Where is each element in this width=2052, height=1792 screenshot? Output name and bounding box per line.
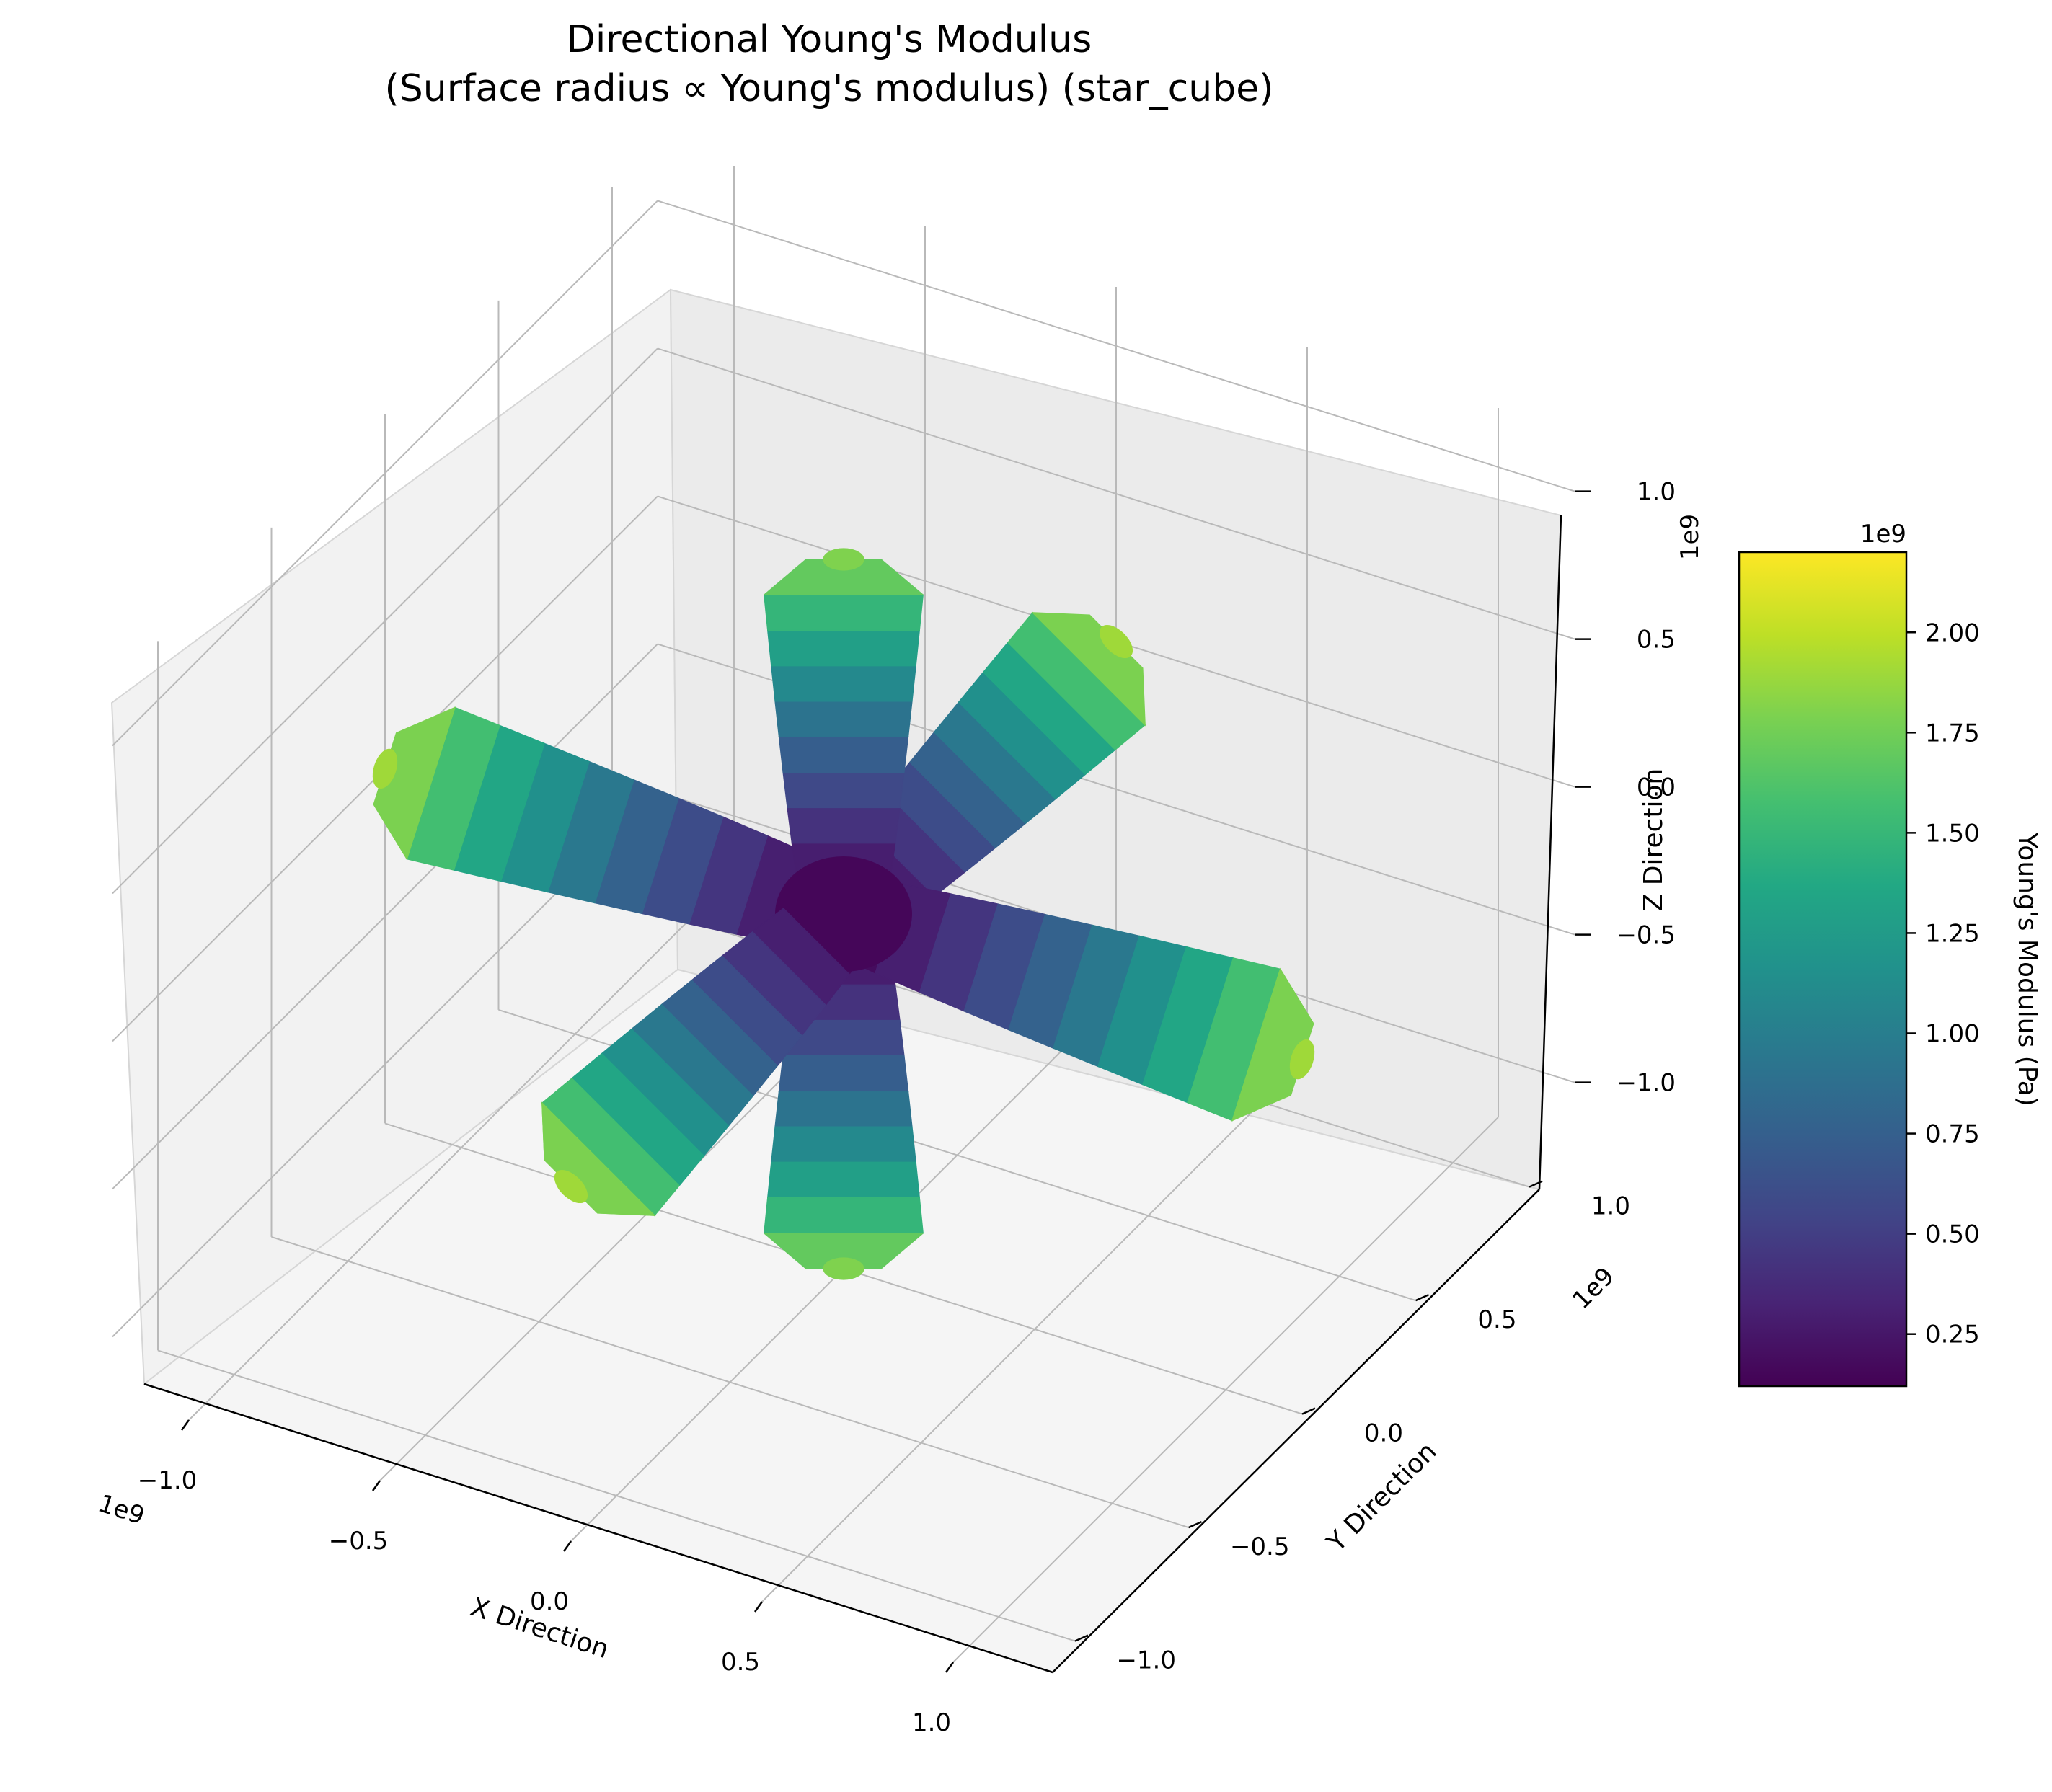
z-tick-label: −1.0: [1616, 1069, 1676, 1098]
lobe-posneg-z-facet: [762, 559, 925, 595]
x-offset-label: 1e9: [95, 1489, 148, 1531]
lobe-neg-z-facet: [766, 1161, 921, 1199]
colorbar-tick-label: 1.25: [1925, 919, 1980, 948]
lobe-posneg-y-tip: [1099, 624, 1133, 659]
lobe-posneg-y-facet: [1031, 612, 1146, 727]
z-tick-label: 0.5: [1637, 626, 1676, 655]
floor-grid-x: [952, 1117, 1499, 1663]
left-grid-z: [112, 200, 658, 747]
lobe-posneg-z-facet: [766, 629, 921, 667]
y-tick-label: 0.0: [1364, 1419, 1403, 1448]
z-tick-label: −0.5: [1616, 921, 1676, 950]
back-grid-z: [657, 200, 1575, 492]
lobe-neg-y-facet: [541, 1101, 656, 1216]
lobe-posneg-z-facet: [764, 594, 924, 631]
colorbar: 1e9 0.25 0.50 0.75 1.00 1.25 1.50 1.75 2.00 You…: [1738, 520, 2042, 1388]
colorbar-tick-label: 2.00: [1925, 618, 1980, 647]
colorbar-tick-label: 1.50: [1925, 819, 1980, 848]
lobe-posneg-z-facet: [782, 771, 905, 809]
surface: [372, 548, 1315, 1280]
left-grid-z: [112, 347, 658, 895]
x-tick-mark: [562, 1540, 572, 1552]
lobe-neg-z-facet: [762, 1233, 925, 1269]
lobe-posneg-z-facet: [787, 807, 901, 844]
y-tick-mark: [1529, 1180, 1543, 1188]
axes-3d: −1.0 −1.0 −1.0 −0.5 −0.5 −0.5 0.0 0.0 0.0 0.5 0.5 0…: [95, 166, 1704, 1737]
colorbar-gradient: [1738, 551, 1908, 1388]
lobe-neg-z-facet: [771, 1126, 916, 1163]
y-tick-mark: [1415, 1293, 1430, 1302]
y-tick-label: 0.5: [1477, 1305, 1516, 1334]
z-offset-label: 1e9: [1676, 514, 1704, 560]
colorbar-tick-label: 1.75: [1925, 719, 1980, 748]
y-axis-line: [1052, 1189, 1540, 1673]
chart-title-line1: Directional Young's Modulus: [567, 18, 1092, 61]
lobe-neg-x-tip: [372, 748, 398, 789]
colorbar-tick-label: 0.50: [1925, 1220, 1980, 1249]
y-tick-label: 1.0: [1591, 1192, 1630, 1221]
chart-title-line2: (Surface radius ∝ Young's modulus) (star…: [385, 67, 1274, 110]
z-tick-label: 1.0: [1637, 478, 1676, 507]
y-tick-mark: [1188, 1520, 1203, 1529]
lobe-neg-z-facet: [778, 1055, 909, 1092]
lobe-posneg-z-facet: [771, 665, 916, 702]
x-tick-label: −1.0: [138, 1466, 198, 1495]
y-tick-label: −1.0: [1116, 1646, 1176, 1675]
axis-ticks: −1.0 −1.0 −1.0 −0.5 −0.5 −0.5 0.0 0.0 0.0 0.5 0.5 0…: [138, 478, 1676, 1737]
x-tick-mark: [945, 1662, 955, 1673]
lobe-posneg-x-tip: [1289, 1039, 1315, 1080]
lobe-posneg-x-facet: [1231, 967, 1314, 1122]
lobe-posneg-z-facet: [774, 701, 913, 737]
lobe-neg-y-tip: [554, 1169, 588, 1204]
x-tick-label: −0.5: [329, 1527, 389, 1556]
colorbar-tick-label: 0.75: [1925, 1120, 1980, 1149]
z-axis-label: Z Direction: [1639, 768, 1668, 912]
y-axis-label: Y Direction: [1321, 1437, 1442, 1558]
lobe-posneg-z-facet: [778, 736, 909, 773]
colorbar-tick-label: 1.00: [1925, 1020, 1980, 1049]
z-axis-line: [1538, 515, 1562, 1190]
x-tick-label: 0.5: [721, 1648, 760, 1677]
z-tick-label: 0.0: [1637, 773, 1676, 802]
lobe-posneg-z-tip: [823, 548, 864, 571]
colorbar-tick-label: 0.25: [1925, 1321, 1980, 1349]
colorbar-offset-label: 1e9: [1860, 520, 1906, 549]
back-grid-z: [657, 347, 1575, 640]
x-tick-mark: [180, 1419, 190, 1431]
y-tick-mark: [1074, 1634, 1089, 1642]
y-tick-label: −0.5: [1230, 1532, 1290, 1561]
x-axis-line: [143, 1383, 1053, 1674]
colorbar-label: Young's Modulus (Pa): [2012, 832, 2042, 1106]
lobe-neg-x-facet: [373, 706, 456, 861]
x-tick-mark: [753, 1601, 764, 1613]
lobe-neg-z-facet: [774, 1091, 913, 1127]
floor-grid-x: [761, 1056, 1308, 1602]
colorbar-ticks: 0.25 0.50 0.75 1.00 1.25 1.50 1.75 2.00: [1906, 618, 1980, 1349]
x-tick-label: 1.0: [912, 1708, 951, 1737]
x-tick-label: 0.0: [530, 1587, 569, 1616]
lobe-neg-z-facet: [764, 1197, 924, 1234]
y-offset-label: 1e9: [1567, 1261, 1620, 1315]
lobe-neg-z-tip: [823, 1257, 864, 1280]
x-tick-mark: [371, 1480, 381, 1491]
y-tick-mark: [1301, 1407, 1316, 1415]
